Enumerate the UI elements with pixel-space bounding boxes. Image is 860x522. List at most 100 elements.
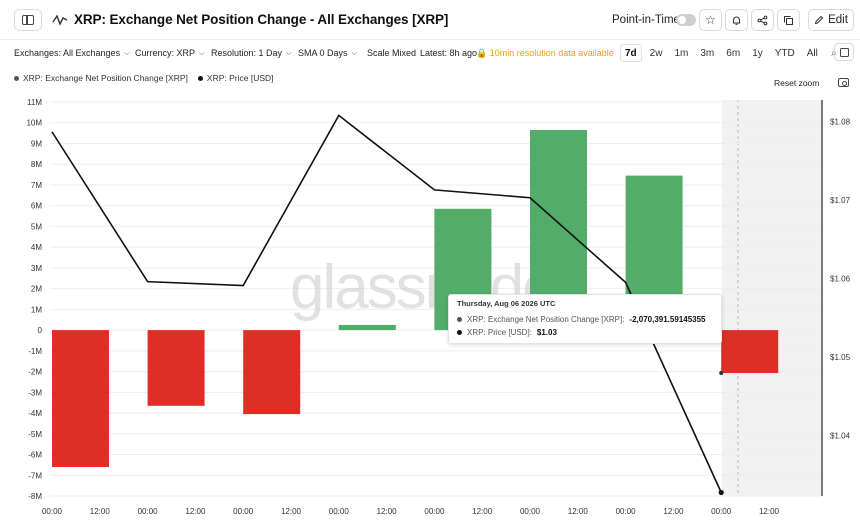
x-tick-label: 12:00: [281, 507, 302, 516]
bar: [243, 330, 301, 415]
range-1y-button[interactable]: 1y: [752, 47, 763, 59]
x-tick-label: 00:00: [42, 507, 63, 516]
x-tick-label: 12:00: [472, 507, 493, 516]
series-dot: [457, 330, 462, 335]
toolbar: Exchanges: All Exchanges ⌵ Currency: XRP ⌵…: [0, 40, 860, 66]
y-left-tick-label: 9M: [31, 139, 42, 148]
edit-button[interactable]: Edit: [808, 9, 854, 31]
camera-icon[interactable]: [838, 78, 849, 87]
bar: [721, 330, 779, 374]
legend-label: XRP: Price [USD]: [206, 73, 274, 83]
chevron-down-icon: ⌵: [286, 50, 292, 57]
y-right-tick-label: $1.08: [830, 118, 851, 127]
share-icon: [757, 15, 768, 25]
chevron-down-icon: ⌵: [124, 50, 130, 57]
chart-line-icon: [52, 14, 68, 26]
sma-dropdown[interactable]: SMA 0 Days ⌵: [298, 48, 357, 58]
point-in-time-toggle[interactable]: [676, 14, 696, 26]
y-left-tick-label: -3M: [28, 388, 42, 397]
legend-item[interactable]: XRP: Exchange Net Position Change [XRP]: [14, 73, 188, 83]
latest-update: Latest: 8h ago: [420, 48, 478, 58]
sidebar-toggle-icon: [22, 15, 34, 25]
legend-item[interactable]: XRP: Price [USD]: [197, 73, 274, 83]
tooltip-label: XRP: Price [USD]:: [467, 328, 532, 337]
y-left-tick-label: -2M: [28, 368, 42, 377]
legend-dot: [197, 75, 203, 81]
y-left-tick-label: -1M: [28, 347, 42, 356]
currency-dropdown[interactable]: Currency: XRP ⌵: [135, 48, 205, 58]
y-left-tick-label: -5M: [28, 430, 42, 439]
y-left-tick-label: 1M: [31, 305, 42, 314]
x-tick-label: 00:00: [616, 507, 637, 516]
x-tick-label: 12:00: [90, 507, 111, 516]
x-tick-label: 12:00: [759, 507, 780, 516]
sidebar-toggle-button[interactable]: [14, 9, 42, 31]
chevron-down-icon: ⌵: [351, 50, 357, 57]
x-tick-label: 00:00: [329, 507, 350, 516]
legend-label: XRP: Exchange Net Position Change [XRP]: [23, 73, 188, 83]
x-tick-label: 12:00: [663, 507, 684, 516]
tooltip-value: $1.03: [536, 328, 557, 337]
tooltip-date: Thursday, Aug 06 2026 UTC: [457, 299, 556, 308]
y-left-tick-label: 5M: [31, 222, 42, 231]
scale-selector[interactable]: Scale Mixed: [367, 48, 417, 58]
share-button[interactable]: [751, 9, 774, 31]
chevron-down-icon: ⌵: [199, 50, 205, 57]
edit-icon: [814, 15, 824, 25]
y-left-tick-label: 4M: [31, 243, 42, 252]
tooltip-row: XRP: Exchange Net Position Change [XRP]:…: [457, 315, 713, 324]
series-dot: [457, 317, 462, 322]
range-ytd-button[interactable]: YTD: [774, 47, 795, 59]
bar-point: [719, 371, 724, 376]
alert-button[interactable]: [725, 9, 748, 31]
y-left-tick-label: -8M: [28, 492, 42, 501]
chart[interactable]: 11M 10M 9M 8M 7M 6M 5M 4M 3M 2M 1M 0 -1M -2M -3M -4M -5M…: [0, 90, 860, 522]
zoom-select-icon[interactable]: ⌕: [831, 47, 837, 59]
y-left-tick-label: 6M: [31, 202, 42, 211]
x-tick-label: 12:00: [377, 507, 398, 516]
range-6m-button[interactable]: 6m: [726, 47, 741, 59]
header: XRP: Exchange Net Position Change - All …: [0, 0, 860, 40]
range-selector: 7d 2w 1m 3m 6m 1y YTD All ⌕: [620, 44, 842, 62]
y-left-tick-label: 3M: [31, 264, 42, 273]
y-left-tick-label: -4M: [28, 409, 42, 418]
copy-button[interactable]: [777, 9, 800, 31]
y-right-tick-label: $1.05: [830, 353, 851, 362]
price-point: [718, 489, 724, 496]
lock-icon: 🔒: [476, 48, 488, 58]
calendar-icon: [839, 47, 849, 57]
y-left-tick-label: 8M: [31, 160, 42, 169]
resolution-notice[interactable]: 🔒 10min resolution data available: [476, 48, 614, 58]
date-picker-button[interactable]: [834, 43, 854, 61]
exchanges-dropdown[interactable]: Exchanges: All Exchanges ⌵: [14, 48, 130, 58]
y-left-tick-label: -6M: [28, 451, 42, 460]
range-1m-button[interactable]: 1m: [674, 47, 689, 59]
y-left-tick-label: 0: [38, 326, 43, 335]
y-left-tick-label: 2M: [31, 285, 42, 294]
x-tick-label: 12:00: [568, 507, 589, 516]
legend: XRP: Exchange Net Position Change [XRP] X…: [14, 73, 274, 83]
x-tick-label: 12:00: [185, 507, 206, 516]
tooltip-row: XRP: Price [USD]: $1.03: [457, 328, 713, 337]
tooltip-value: -2,070,391.59145355: [629, 315, 706, 324]
range-2w-button[interactable]: 2w: [649, 47, 663, 59]
shaded-region: [722, 100, 821, 496]
favorite-button[interactable]: ☆: [699, 9, 722, 31]
star-icon: ☆: [705, 13, 716, 27]
range-3m-button[interactable]: 3m: [700, 47, 715, 59]
y-right-tick-label: $1.04: [830, 431, 851, 440]
x-tick-label: 00:00: [520, 507, 541, 516]
bar: [338, 324, 396, 331]
x-tick-label: 00:00: [138, 507, 159, 516]
resolution-dropdown[interactable]: Resolution: 1 Day ⌵: [211, 48, 292, 58]
chart-tooltip: Thursday, Aug 06 2026 UTC XRP: Exchange …: [448, 294, 722, 344]
range-7d-button[interactable]: 7d: [620, 44, 642, 62]
y-right-tick-label: $1.07: [830, 196, 851, 205]
reset-zoom-button[interactable]: Reset zoom: [774, 78, 820, 88]
range-all-button[interactable]: All: [806, 47, 818, 59]
x-tick-label: 00:00: [424, 507, 445, 516]
copy-icon: [784, 15, 793, 25]
y-left-tick-label: -7M: [28, 471, 42, 480]
y-left-tick-label: 11M: [27, 98, 42, 107]
point-in-time-label: Point-in-Time: [612, 14, 680, 26]
